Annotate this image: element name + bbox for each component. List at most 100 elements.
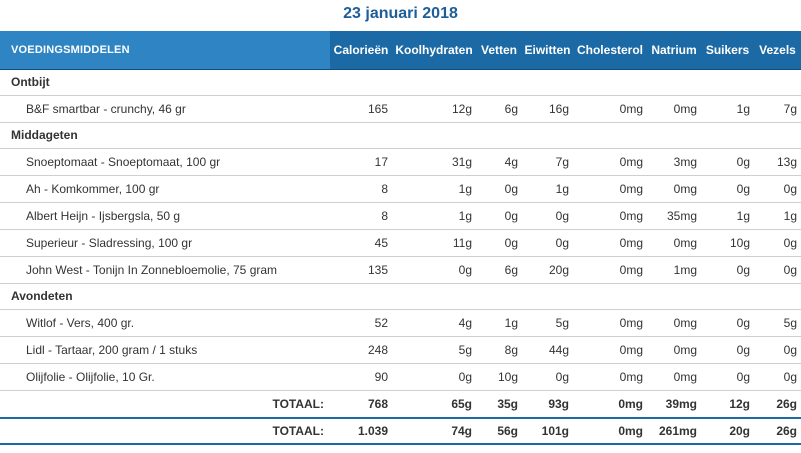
fat-cell: 4g — [476, 148, 522, 176]
carbs-cell: 0g — [392, 363, 476, 391]
calories-cell: 8 — [330, 202, 392, 230]
food-name[interactable]: Albert Heijn - Ijsbergsla, 50 g — [0, 202, 330, 230]
total-fiber: 26g — [754, 389, 801, 418]
calories-cell: 52 — [330, 309, 392, 337]
food-row: John West - Tonijn In Zonnebloemolie, 75… — [0, 256, 801, 284]
calories-cell: 8 — [330, 175, 392, 203]
total-sodium: 39mg — [647, 389, 701, 418]
cholesterol-cell: 0mg — [573, 175, 647, 203]
column-header-food: VOEDINGSMIDDELEN — [0, 31, 330, 70]
fiber-cell: 7g — [754, 95, 801, 123]
sodium-cell: 0mg — [647, 95, 701, 123]
day-total-row: TOTAAL: 1.039 74g 56g 101g 0mg 261mg 20g… — [0, 417, 801, 445]
sugar-cell: 10g — [701, 229, 754, 257]
protein-cell: 20g — [522, 256, 573, 284]
food-diary-table: VOEDINGSMIDDELEN Calorieën Koolhydraten … — [0, 31, 801, 445]
protein-cell: 5g — [522, 309, 573, 337]
food-name[interactable]: B&F smartbar - crunchy, 46 gr — [0, 95, 330, 123]
fat-cell: 1g — [476, 309, 522, 337]
cholesterol-cell: 0mg — [573, 309, 647, 337]
carbs-cell: 0g — [392, 256, 476, 284]
food-name[interactable]: Lidl - Tartaar, 200 gram / 1 stuks — [0, 336, 330, 364]
sodium-cell: 0mg — [647, 175, 701, 203]
sugar-cell: 0g — [701, 362, 754, 391]
protein-cell: 7g — [522, 148, 573, 176]
day-total-sugar: 20g — [701, 417, 754, 445]
sodium-cell: 1mg — [647, 256, 701, 284]
day-total-cholesterol: 0mg — [573, 417, 647, 445]
food-row: Witlof - Vers, 400 gr. 52 4g 1g 5g 0mg 0… — [0, 309, 801, 337]
fiber-cell: 1g — [754, 202, 801, 230]
column-header-cholesterol: Cholesterol — [573, 31, 647, 70]
meal-name: Avondeten — [0, 283, 801, 310]
fat-cell: 10g — [476, 363, 522, 391]
meal-header-ontbijt: Ontbijt — [0, 69, 801, 96]
header-row: VOEDINGSMIDDELEN Calorieën Koolhydraten … — [0, 31, 801, 70]
food-name[interactable]: John West - Tonijn In Zonnebloemolie, 75… — [0, 256, 330, 284]
fiber-cell: 13g — [754, 148, 801, 176]
sugar-cell: 0g — [701, 256, 754, 284]
protein-cell: 44g — [522, 336, 573, 364]
carbs-cell: 5g — [392, 336, 476, 364]
protein-cell: 0g — [522, 363, 573, 391]
day-total-protein: 101g — [522, 417, 573, 445]
date-title[interactable]: 23 januari 2018 — [343, 5, 458, 22]
carbs-cell: 12g — [392, 95, 476, 123]
food-name[interactable]: Witlof - Vers, 400 gr. — [0, 309, 330, 337]
food-name[interactable]: Ah - Komkommer, 100 gr — [0, 175, 330, 203]
total-cholesterol: 0mg — [573, 389, 647, 418]
fat-cell: 0g — [476, 229, 522, 257]
calories-cell: 248 — [330, 336, 392, 364]
sodium-cell: 0mg — [647, 229, 701, 257]
column-header-protein: Eiwitten — [522, 31, 573, 70]
fat-cell: 6g — [476, 256, 522, 284]
day-total-carbs: 74g — [392, 417, 476, 445]
sugar-cell: 0g — [701, 309, 754, 337]
total-fat: 35g — [476, 389, 522, 418]
calories-cell: 165 — [330, 95, 392, 123]
cholesterol-cell: 0mg — [573, 336, 647, 364]
protein-cell: 1g — [522, 175, 573, 203]
day-total-sodium: 261mg — [647, 417, 701, 445]
carbs-cell: 11g — [392, 229, 476, 257]
sugar-cell: 0g — [701, 175, 754, 203]
fat-cell: 8g — [476, 336, 522, 364]
food-name[interactable]: Snoeptomaat - Snoeptomaat, 100 gr — [0, 148, 330, 176]
carbs-cell: 1g — [392, 175, 476, 203]
food-row: B&F smartbar - crunchy, 46 gr 165 12g 6g… — [0, 95, 801, 123]
cholesterol-cell: 0mg — [573, 229, 647, 257]
cholesterol-cell: 0mg — [573, 148, 647, 176]
fiber-cell: 5g — [754, 309, 801, 337]
sodium-cell: 0mg — [647, 363, 701, 391]
carbs-cell: 31g — [392, 148, 476, 176]
day-total-label: TOTAAL: — [0, 417, 330, 445]
meal-name: Middageten — [0, 122, 801, 149]
day-total-fiber: 26g — [754, 417, 801, 445]
fiber-cell: 0g — [754, 229, 801, 257]
food-name[interactable]: Superieur - Sladressing, 100 gr — [0, 229, 330, 257]
calories-cell: 45 — [330, 229, 392, 257]
total-carbs: 65g — [392, 389, 476, 418]
column-header-fiber: Vezels — [754, 31, 801, 70]
food-row: Ah - Komkommer, 100 gr 8 1g 0g 1g 0mg 0m… — [0, 175, 801, 203]
fat-cell: 0g — [476, 175, 522, 203]
fiber-cell: 0g — [754, 256, 801, 284]
column-header-fat: Vetten — [476, 31, 522, 70]
sodium-cell: 0mg — [647, 336, 701, 364]
meal-header-middageten: Middageten — [0, 122, 801, 149]
total-calories: 768 — [330, 389, 392, 418]
food-name[interactable]: Olijfolie - Olijfolie, 10 Gr. — [0, 363, 330, 391]
sodium-cell: 3mg — [647, 148, 701, 176]
sugar-cell: 1g — [701, 202, 754, 230]
carbs-cell: 1g — [392, 202, 476, 230]
cholesterol-cell: 0mg — [573, 363, 647, 391]
calories-cell: 17 — [330, 148, 392, 176]
fiber-cell: 0g — [754, 362, 801, 391]
sugar-cell: 0g — [701, 335, 754, 364]
food-row: Superieur - Sladressing, 100 gr 45 11g 0… — [0, 229, 801, 257]
cholesterol-cell: 0mg — [573, 256, 647, 284]
sodium-cell: 0mg — [647, 309, 701, 337]
food-row: Albert Heijn - Ijsbergsla, 50 g 8 1g 0g … — [0, 202, 801, 230]
total-sugar: 12g — [701, 389, 754, 418]
meal-total-label: TOTAAL: — [0, 389, 330, 418]
